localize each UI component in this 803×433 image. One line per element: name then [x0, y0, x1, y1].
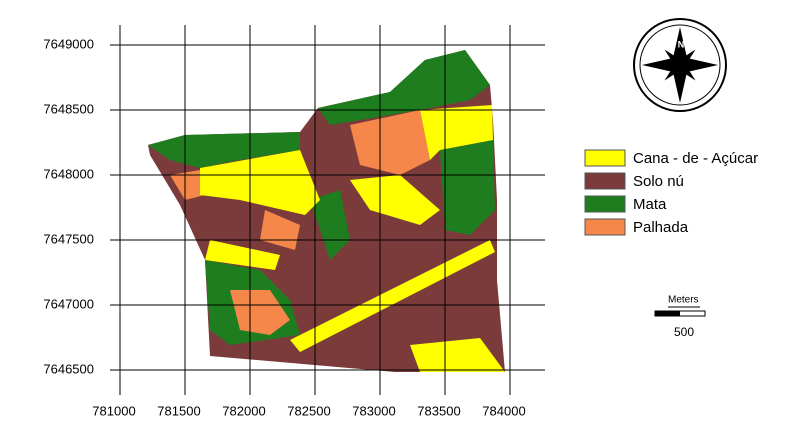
scale-bar	[655, 311, 680, 316]
land-cover-map	[148, 50, 505, 372]
legend-swatch	[585, 196, 625, 212]
y-tick-label: 7648000	[43, 166, 94, 181]
y-tick-label: 7649000	[43, 36, 94, 51]
legend-label: Solo nú	[633, 173, 684, 190]
legend-label: Cana - de - Açúcar	[633, 150, 758, 167]
north-arrow: N	[634, 19, 726, 111]
x-tick-label: 781500	[157, 403, 200, 418]
x-tick-label: 783000	[352, 403, 395, 418]
map-figure: N Meters 500 781000 781500 782000 782500 783…	[0, 0, 803, 433]
legend-swatch	[585, 150, 625, 166]
y-tick-label: 7648500	[43, 101, 94, 116]
x-tick-label: 783500	[417, 403, 460, 418]
legend-label: Palhada	[633, 219, 689, 236]
legend-swatch	[585, 219, 625, 235]
compass-label: N	[678, 39, 685, 49]
x-tick-label: 782500	[287, 403, 330, 418]
y-tick-label: 7647000	[43, 296, 94, 311]
y-tick-label: 7646500	[43, 361, 94, 376]
scale-label: 500	[674, 325, 694, 339]
scale-unit: Meters	[668, 295, 699, 306]
y-tick-label: 7647500	[43, 231, 94, 246]
x-tick-label: 784000	[482, 403, 525, 418]
x-tick-label: 781000	[92, 403, 135, 418]
x-tick-label: 782000	[222, 403, 265, 418]
legend-label: Mata	[633, 196, 667, 213]
legend-swatch	[585, 173, 625, 189]
